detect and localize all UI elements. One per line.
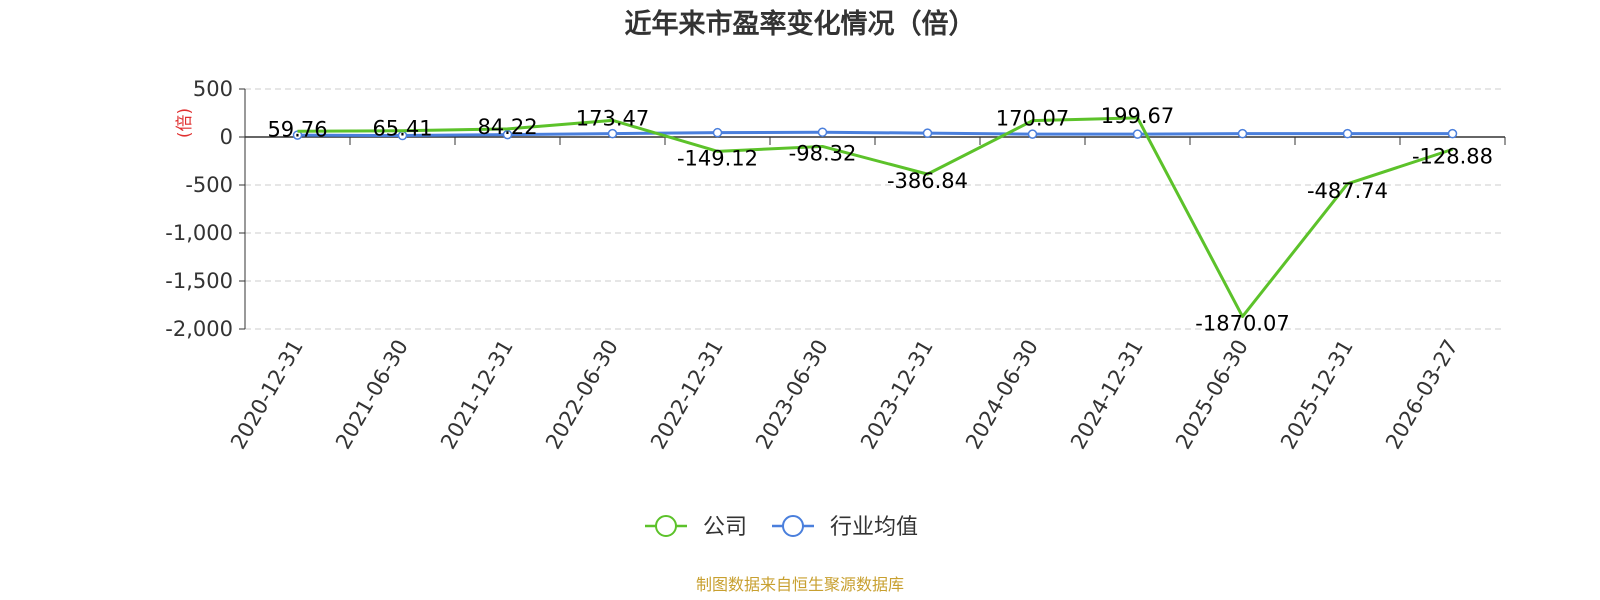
series-point-industry xyxy=(607,128,618,139)
series-point-industry xyxy=(1132,129,1143,139)
y-tick-label: -2,000 xyxy=(165,317,233,341)
data-label: -98.32 xyxy=(789,141,857,165)
data-label: 65.41 xyxy=(372,117,432,141)
series-line-company xyxy=(297,116,1453,319)
y-tick-label: 500 xyxy=(193,77,233,101)
x-tick-label: 2024-06-30 xyxy=(961,336,1043,454)
legend-label: 行业均值 xyxy=(830,515,918,540)
series-layer xyxy=(292,116,1458,319)
series-point-industry xyxy=(1027,129,1038,139)
y-tick-label: 0 xyxy=(220,125,233,149)
data-label: -128.88 xyxy=(1412,144,1493,168)
grid-layer xyxy=(245,88,1505,330)
legend-item-company[interactable]: 公司 xyxy=(645,515,747,540)
x-tick-label: 2021-12-31 xyxy=(436,336,518,454)
x-tick-label: 2025-12-31 xyxy=(1276,336,1358,454)
y-axis-label: (倍) xyxy=(175,108,195,138)
data-label: 173.47 xyxy=(576,106,649,130)
source-note: 制图数据来自恒生聚源数据库 xyxy=(696,575,904,594)
data-label: -386.84 xyxy=(887,169,968,193)
legend-marker xyxy=(782,515,804,537)
x-tick-label: 2026-03-27 xyxy=(1381,336,1463,454)
x-tick-label: 2022-06-30 xyxy=(541,336,623,454)
data-label: 199.67 xyxy=(1101,104,1174,128)
chart-title: 近年来市盈率变化情况（倍） xyxy=(625,8,976,40)
series-point-industry xyxy=(1447,128,1458,139)
series-point-industry xyxy=(922,128,933,138)
series-point-industry xyxy=(502,129,513,140)
data-label: -487.74 xyxy=(1307,179,1388,203)
data-label: 84.22 xyxy=(477,115,537,139)
legend-item-industry[interactable]: 行业均值 xyxy=(772,515,918,540)
y-tick-label: -1,500 xyxy=(165,269,233,293)
data-label: -149.12 xyxy=(677,146,758,170)
data-label: 170.07 xyxy=(996,107,1069,131)
data-label-layer: 59.76 65.41 84.22 173.47 -149.12 -98.32 -386.8… xyxy=(267,104,1493,336)
series-point-industry xyxy=(1237,128,1248,139)
x-tick-label: 2021-06-30 xyxy=(331,336,413,454)
x-tick-label: 2025-06-30 xyxy=(1171,336,1253,454)
series-point-industry xyxy=(1342,128,1353,139)
data-label: -1870.07 xyxy=(1195,312,1289,336)
x-tick-label: 2022-12-31 xyxy=(646,336,728,454)
legend-label: 公司 xyxy=(703,515,747,540)
x-tick-label: 2020-12-31 xyxy=(226,336,308,454)
series-point-industry xyxy=(712,127,723,138)
data-label: 59.76 xyxy=(267,117,327,141)
y-tick-label: -1,000 xyxy=(165,221,233,245)
x-tick-label: 2023-06-30 xyxy=(751,336,833,454)
series-line-industry xyxy=(297,130,1453,138)
legend-marker xyxy=(655,515,677,537)
series-point-industry xyxy=(817,127,828,137)
y-tick-label: -500 xyxy=(185,173,233,197)
legend: 公司 行业均值 xyxy=(645,515,918,540)
x-tick-label: 2024-12-31 xyxy=(1066,336,1148,454)
x-tick-label: 2023-12-31 xyxy=(856,336,938,454)
